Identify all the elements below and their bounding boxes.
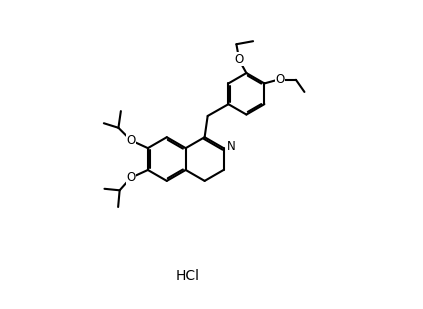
Text: O: O bbox=[275, 73, 285, 86]
Text: HCl: HCl bbox=[175, 269, 199, 283]
Text: N: N bbox=[227, 140, 236, 153]
Text: O: O bbox=[126, 171, 136, 184]
Text: O: O bbox=[234, 53, 243, 66]
Text: O: O bbox=[126, 134, 136, 147]
